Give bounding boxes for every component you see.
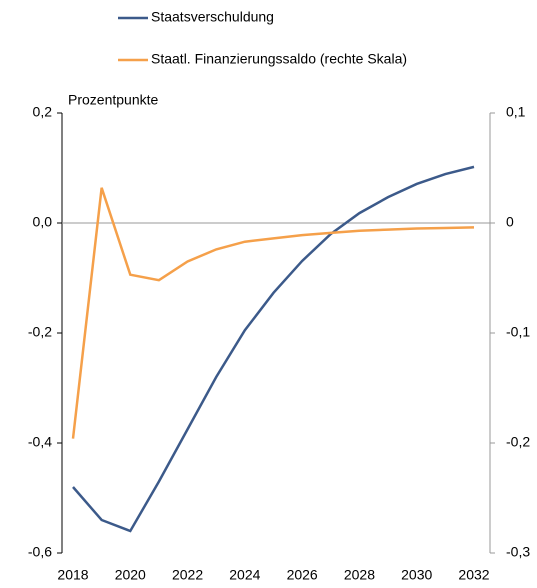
y-tick-label: -0,6 — [28, 544, 52, 560]
x-tick-label: 2026 — [287, 567, 318, 583]
y2-tick-label: 0,1 — [506, 104, 526, 120]
y-tick-label: 0,2 — [33, 104, 53, 120]
y-tick-label: -0,2 — [28, 324, 52, 340]
x-tick-label: 2032 — [458, 567, 489, 583]
x-tick-label: 2022 — [172, 567, 203, 583]
legend-label: Staatsverschuldung — [151, 9, 274, 25]
y2-tick-label: -0,1 — [506, 324, 530, 340]
y-tick-label: -0,4 — [28, 434, 52, 450]
x-tick-label: 2024 — [229, 567, 260, 583]
y2-tick-label: -0,2 — [506, 434, 530, 450]
series-line — [72, 165, 475, 533]
y2-tick-label: -0,3 — [506, 544, 530, 560]
legend-label: Staatl. Finanzierungssaldo (rechte Skala… — [151, 51, 407, 67]
y-tick-label: 0,0 — [33, 214, 53, 230]
series-line — [71, 187, 475, 439]
x-tick-label: 2018 — [57, 567, 88, 583]
y2-tick-label: 0 — [506, 214, 514, 230]
y-axis-label: Prozentpunkte — [68, 92, 158, 108]
x-tick-label: 2020 — [115, 567, 146, 583]
x-tick-label: 2028 — [344, 567, 375, 583]
x-tick-label: 2030 — [401, 567, 432, 583]
